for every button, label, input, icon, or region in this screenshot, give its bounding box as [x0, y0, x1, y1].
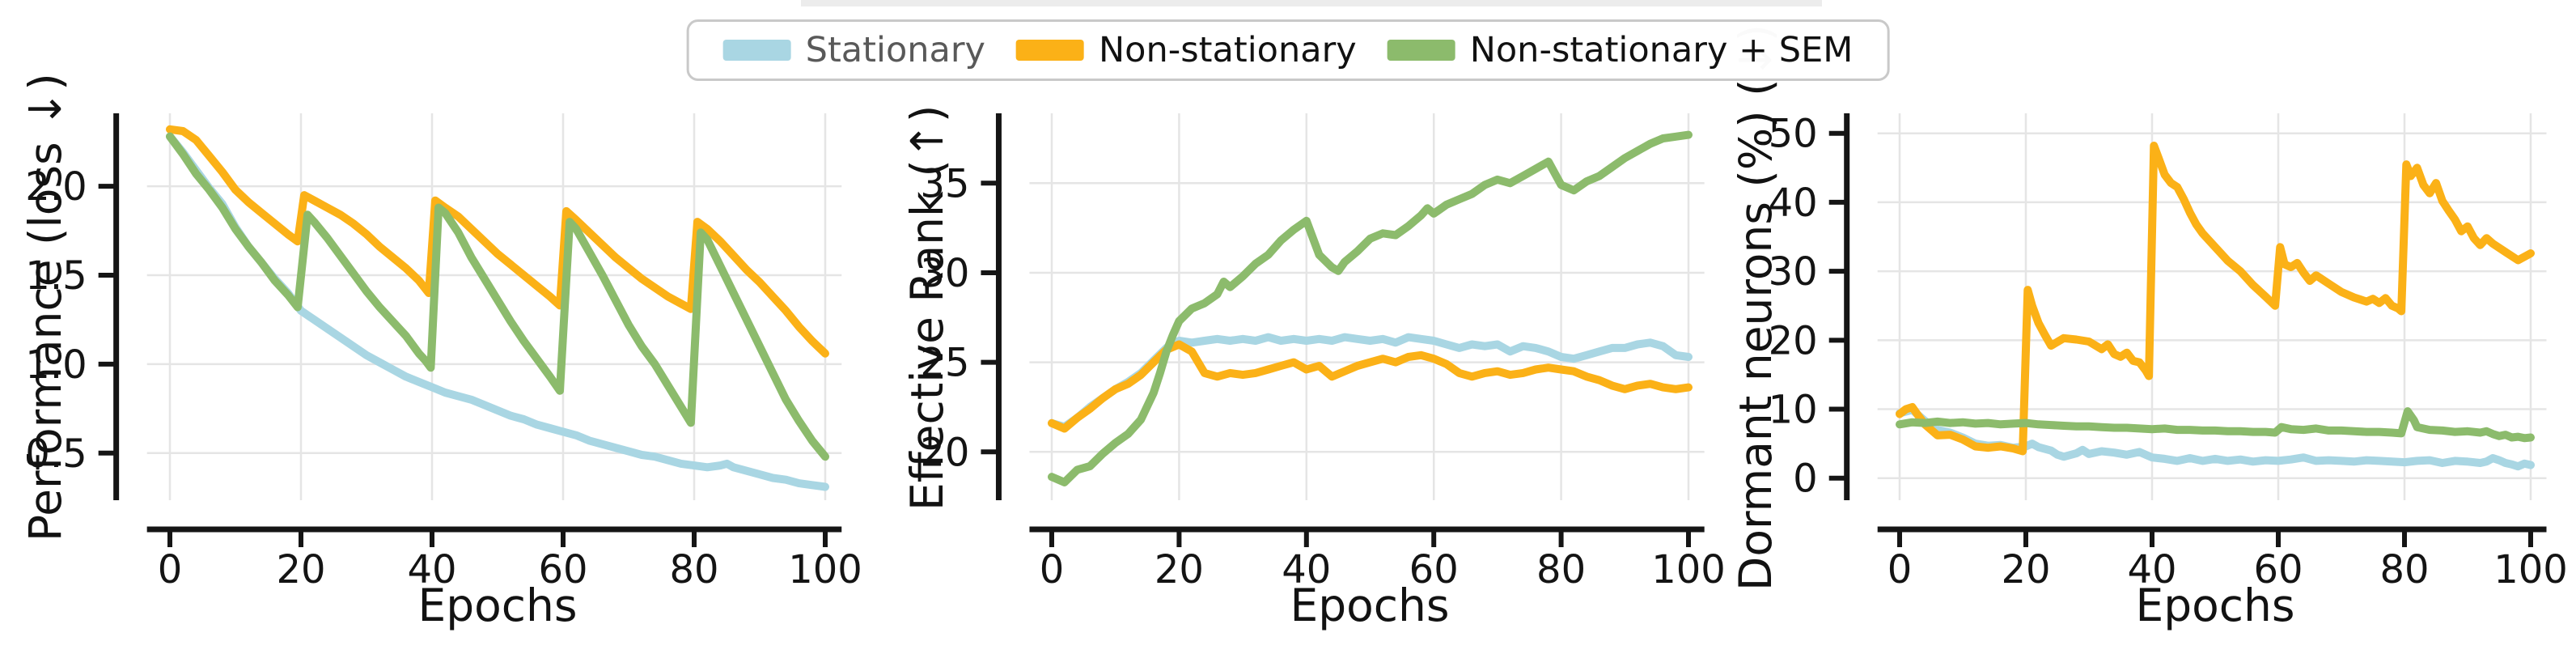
- legend-item-stationary: Stationary: [722, 29, 986, 70]
- x-tick-label: 100: [2493, 547, 2568, 592]
- x-tick-label: 60: [1409, 547, 1459, 592]
- series-line-non-stationary: [1048, 340, 1693, 433]
- y-tick-label: 35: [920, 161, 969, 206]
- y-tick-label: 1.5: [25, 253, 87, 299]
- series-line-non-stationary-sem: [166, 132, 829, 461]
- x-tick-label: 80: [1536, 547, 1586, 592]
- non-stationary-sem-line-swatch: [1387, 40, 1455, 61]
- y-axis-label-performance: Performance (loss ↓): [19, 73, 71, 542]
- top-edge-strip: [801, 0, 1822, 6]
- x-tick-label: 40: [2127, 547, 2176, 592]
- x-tick-label: 100: [1651, 547, 1726, 592]
- x-axis-label-epochs-1: Epochs: [417, 580, 578, 631]
- y-tick-label: 0: [1793, 457, 1818, 502]
- series-line-stationary: [166, 132, 829, 491]
- y-tick-label: 50: [1769, 112, 1818, 157]
- legend-label-stationary: Stationary: [805, 29, 986, 70]
- y-tick-label: 20: [920, 430, 969, 475]
- legend: Stationary Non-stationary Non-stationary…: [686, 19, 1890, 81]
- legend-label-non-stationary: Non-stationary: [1099, 29, 1357, 70]
- legend-item-non-stationary: Non-stationary: [1016, 29, 1357, 70]
- x-tick-label: 20: [1155, 547, 1204, 592]
- y-tick-label: 2.0: [25, 164, 87, 210]
- x-tick-label: 80: [2379, 547, 2429, 592]
- y-tick-label: 40: [1769, 180, 1818, 226]
- legend-item-non-stationary-sem: Non-stationary + SEM: [1387, 29, 1854, 70]
- x-tick-label: 0: [1040, 547, 1065, 592]
- y-tick-label: 25: [920, 341, 969, 386]
- y-tick-label: 0.5: [25, 431, 87, 477]
- series-line-non-stationary-sem: [1048, 130, 1693, 486]
- series-line-stationary: [1896, 406, 2535, 471]
- y-axis-label-dormant-neurons: Dormant neurons (%) (↓): [1730, 23, 1782, 592]
- series-line-non-stationary-sem: [1896, 407, 2535, 443]
- non-stationary-line-swatch: [1016, 40, 1085, 61]
- y-tick-label: 20: [1769, 318, 1818, 363]
- x-axis-label-epochs-3: Epochs: [2135, 580, 2295, 631]
- x-tick-label: 0: [158, 547, 183, 592]
- x-tick-label: 40: [407, 547, 456, 592]
- x-tick-label: 0: [1888, 547, 1913, 592]
- x-tick-label: 60: [2253, 547, 2303, 592]
- y-tick-label: 10: [1769, 388, 1818, 433]
- x-tick-label: 80: [669, 547, 718, 592]
- stationary-line-swatch: [722, 40, 791, 61]
- x-axis-label-epochs-2: Epochs: [1290, 580, 1450, 631]
- legend-label-non-stationary-sem: Non-stationary + SEM: [1469, 29, 1854, 70]
- y-tick-label: 1.0: [25, 342, 87, 388]
- series-line-non-stationary: [1896, 142, 2535, 456]
- y-tick-label: 30: [1769, 249, 1818, 295]
- x-tick-label: 20: [276, 547, 325, 592]
- x-tick-label: 100: [788, 547, 862, 592]
- y-tick-label: 30: [920, 251, 969, 296]
- y-axis-label-effective-rank: Effective Rank (↑): [901, 104, 953, 511]
- series-line-non-stationary: [166, 125, 829, 358]
- x-tick-label: 40: [1282, 547, 1331, 592]
- x-tick-label: 20: [2001, 547, 2050, 592]
- x-tick-label: 60: [538, 547, 587, 592]
